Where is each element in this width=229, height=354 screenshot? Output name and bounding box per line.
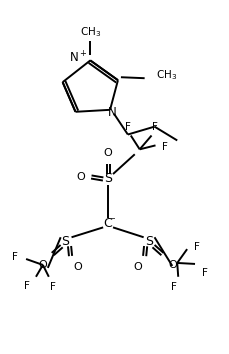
- Text: S: S: [145, 235, 153, 248]
- Text: S: S: [104, 172, 112, 185]
- Text: F: F: [201, 268, 207, 278]
- Text: F: F: [12, 252, 18, 262]
- Text: O: O: [38, 260, 47, 270]
- Text: F: F: [151, 122, 157, 132]
- Text: N$^+$: N$^+$: [68, 50, 87, 65]
- Text: $^{-}$: $^{-}$: [109, 216, 116, 227]
- Text: F: F: [171, 282, 176, 292]
- Text: C: C: [103, 217, 112, 230]
- Text: F: F: [124, 122, 130, 132]
- Text: O: O: [76, 172, 85, 182]
- Text: O: O: [103, 148, 112, 158]
- Text: F: F: [50, 282, 55, 292]
- Text: F: F: [193, 242, 199, 252]
- Text: O: O: [167, 260, 176, 270]
- Text: F: F: [24, 281, 30, 291]
- Text: CH$_3$: CH$_3$: [79, 25, 101, 39]
- Text: O: O: [133, 262, 142, 272]
- Text: S: S: [61, 235, 69, 248]
- Text: N: N: [107, 106, 116, 119]
- Text: O: O: [73, 262, 82, 272]
- Text: F: F: [162, 142, 168, 152]
- Text: CH$_3$: CH$_3$: [155, 68, 176, 82]
